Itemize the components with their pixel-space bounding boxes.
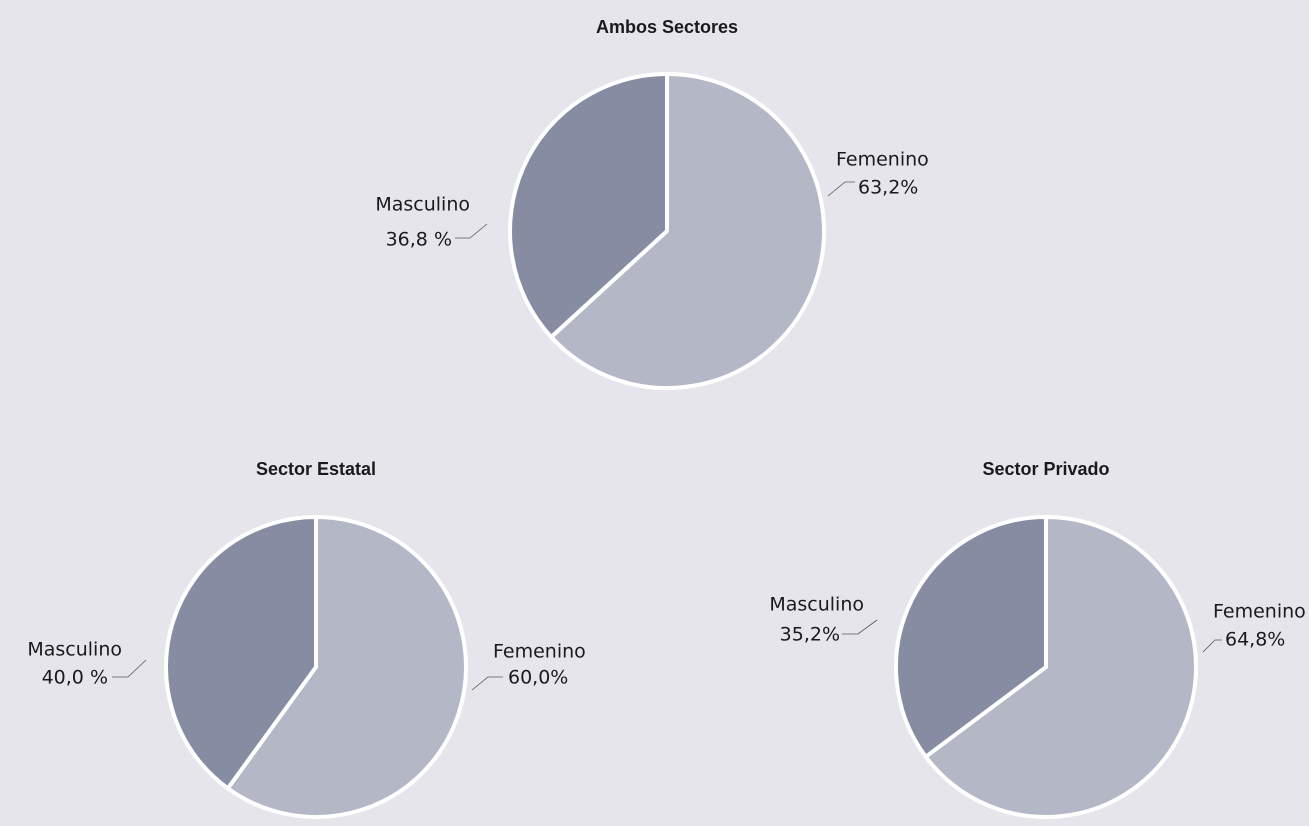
value-label: 40,0 % — [42, 667, 108, 689]
pie-slice — [894, 515, 1048, 759]
chart-title: Sector Estatal — [256, 459, 376, 479]
pie-slice — [923, 515, 1198, 819]
leader-line — [471, 676, 503, 691]
slice-label: Masculino — [769, 594, 864, 616]
value-label: 36,8 % — [386, 229, 452, 251]
chart-title: Ambos Sectores — [596, 17, 738, 37]
value-label: 60,0% — [508, 667, 568, 689]
pie-slice — [164, 515, 318, 791]
slice-label: Femenino — [1213, 601, 1306, 623]
slice-label: Masculino — [375, 194, 470, 216]
chart-title: Sector Privado — [982, 459, 1109, 479]
leader-line — [827, 181, 855, 197]
leader-line — [1202, 639, 1222, 653]
pie-slice — [508, 72, 669, 340]
slice-label: Femenino — [836, 149, 929, 171]
pie-slice — [549, 72, 826, 390]
pie-slice — [225, 515, 468, 819]
value-label: 35,2% — [780, 624, 840, 646]
leader-line — [842, 619, 878, 635]
leader-line — [112, 659, 147, 678]
slice-label: Femenino — [493, 641, 586, 663]
leader-line — [455, 223, 488, 239]
value-label: 64,8% — [1225, 629, 1285, 651]
slice-label: Masculino — [27, 639, 122, 661]
value-label: 63,2% — [858, 177, 918, 199]
